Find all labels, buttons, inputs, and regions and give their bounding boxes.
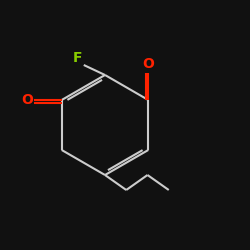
Text: O: O (142, 57, 154, 71)
Text: F: F (73, 50, 83, 64)
Text: O: O (21, 93, 33, 107)
